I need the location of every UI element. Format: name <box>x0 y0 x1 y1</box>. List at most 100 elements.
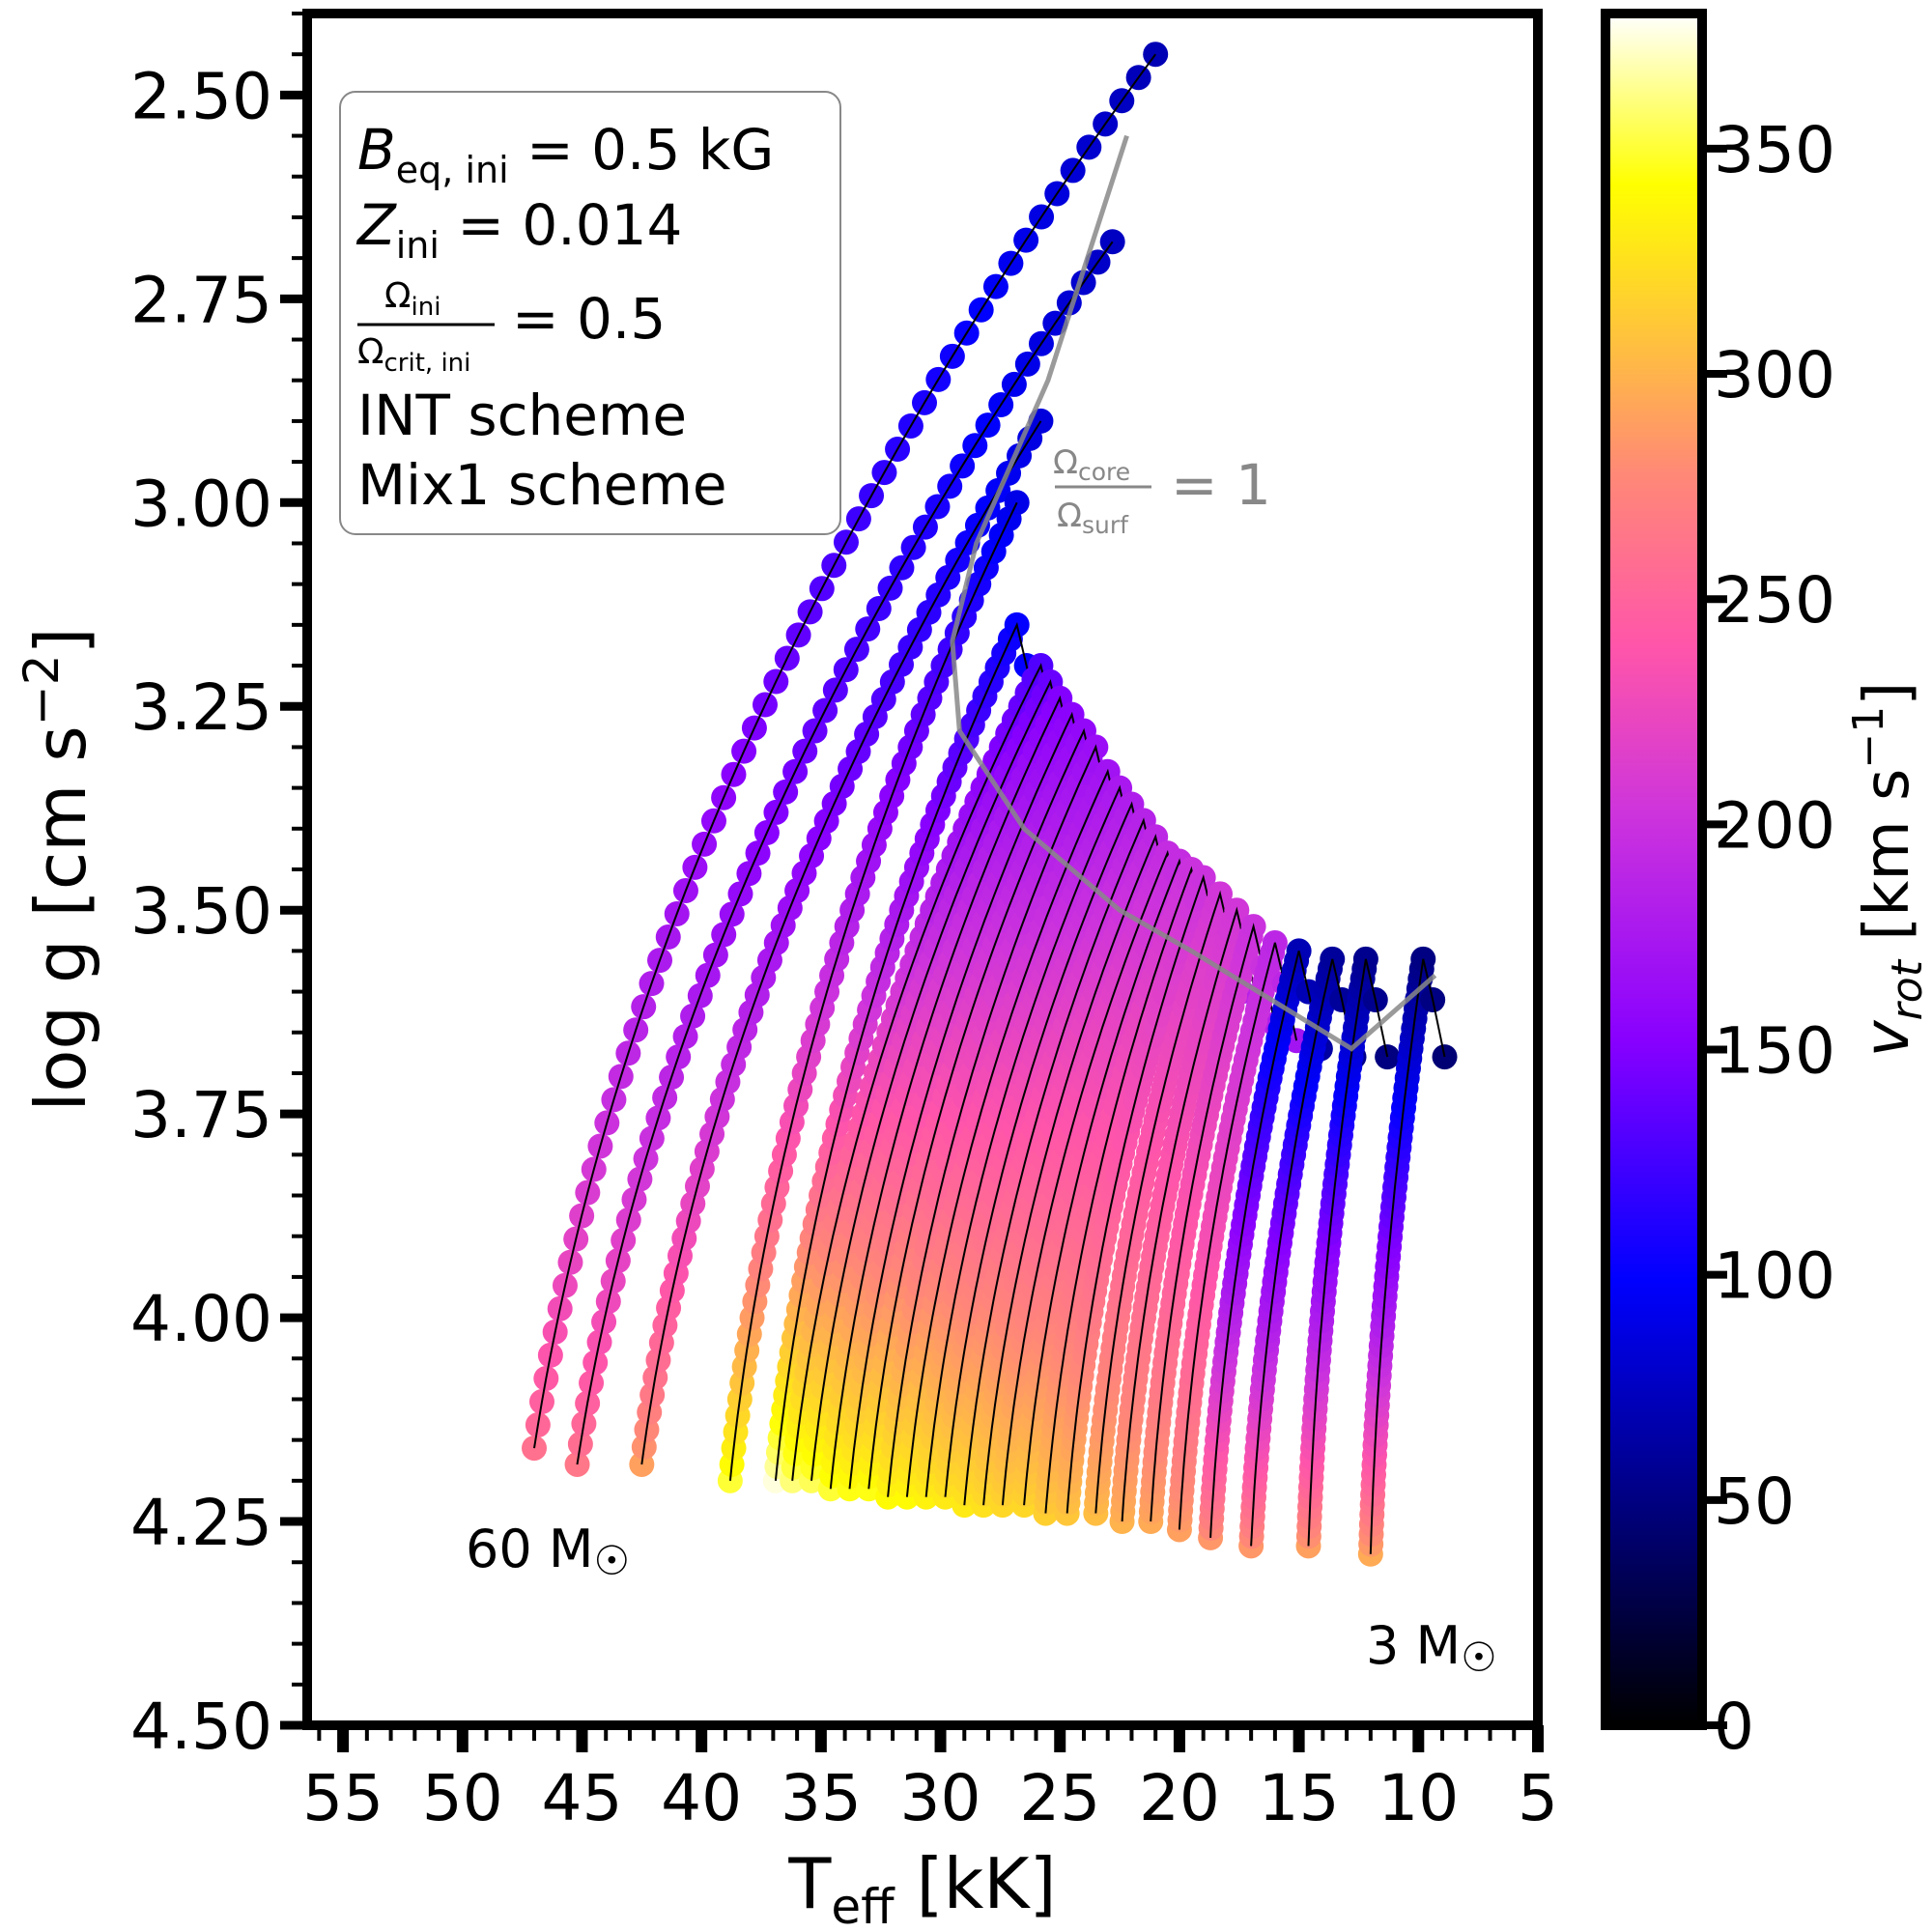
y-tick-label: 3.50 <box>130 874 272 949</box>
y-tick-label: 2.75 <box>130 263 272 337</box>
y-axis-label-end: ] <box>20 627 101 654</box>
info-z-val: = 0.014 <box>440 192 683 258</box>
omega-ratio-val: = 1 <box>1171 452 1271 518</box>
info-frac-num: Ωini <box>384 276 440 322</box>
y-tick-label: 4.00 <box>130 1282 272 1356</box>
colorbar-tick-label: 350 <box>1714 113 1835 187</box>
track-centerline <box>533 53 1157 1449</box>
y-tick-label: 2.50 <box>130 59 272 133</box>
omega-ratio-num: Ωcore <box>1053 443 1130 486</box>
colorbar-tick-label: 100 <box>1714 1239 1835 1314</box>
mass-track <box>1109 897 1271 1535</box>
colorbar-label-end: ] <box>1852 682 1923 706</box>
mass-track <box>1138 914 1288 1535</box>
info-frac-den: Ωcrit, ini <box>357 332 470 378</box>
track-centerline <box>867 727 1107 1490</box>
track-centerline <box>728 501 1018 1482</box>
x-tick-label: 25 <box>1019 1761 1100 1835</box>
mass-track <box>1083 881 1255 1526</box>
info-b-val: = 0.5 kG <box>509 117 775 183</box>
colorbar-tick-label: 50 <box>1714 1464 1795 1539</box>
track-centerline <box>963 817 1167 1506</box>
info-line-z: Zini = 0.014 <box>355 192 682 267</box>
mass-track <box>522 42 1169 1462</box>
track-centerline <box>1023 858 1203 1506</box>
mass-label-60: 60 M☉ <box>466 1519 630 1584</box>
track-centerline <box>1094 890 1243 1514</box>
omega-ratio-line <box>950 134 1437 1052</box>
x-tick-label: 5 <box>1518 1761 1558 1835</box>
mass-track <box>932 791 1166 1510</box>
track-centerline <box>848 711 1094 1490</box>
x-tick-label: 15 <box>1259 1761 1340 1835</box>
x-axis-ticks: 55 50 45 40 35 30 25 20 15 10 5 <box>302 1725 1558 1835</box>
y-tick-label: 3.25 <box>130 670 272 745</box>
mass-track <box>564 229 1125 1477</box>
colorbar-label-main: v <box>1852 1019 1923 1057</box>
colorbar-tick-label: 300 <box>1714 338 1835 412</box>
track-centerline <box>1150 923 1276 1522</box>
colorbar-label-sup: −1 <box>1844 706 1893 769</box>
mass-track <box>1054 865 1237 1526</box>
mass-track <box>1238 946 1367 1559</box>
track-centerline <box>982 833 1179 1506</box>
omega-ratio-den: Ωsurf <box>1057 497 1129 539</box>
x-tick-label: 55 <box>302 1761 384 1835</box>
y-axis-ticks: 2.50 2.75 3.00 3.25 3.50 3.75 4.00 4.25 4.50 <box>130 12 307 1764</box>
track-centerline <box>944 801 1154 1497</box>
colorbar: 0 50 100 150 200 250 300 350 vrot [km s−1] <box>1601 9 1932 1764</box>
info-b-sub: eq, ini <box>396 149 509 191</box>
x-tick-label: 45 <box>541 1761 622 1835</box>
omega-ratio-line-layer <box>950 134 1437 1052</box>
x-axis-label-main: T <box>787 1843 832 1924</box>
info-line-b: Beq, ini = 0.5 kG <box>357 117 774 191</box>
colorbar-label-sub: rot <box>1883 958 1932 1020</box>
x-tick-label: 10 <box>1378 1761 1459 1835</box>
x-axis-label: Teff [kK] <box>787 1843 1056 1932</box>
track-centerline <box>791 663 1064 1482</box>
track-centerline <box>1250 958 1355 1547</box>
track-point <box>522 1435 548 1462</box>
track-centerline <box>1044 866 1214 1514</box>
parameter-info-box: Beq, ini = 0.5 kG Zini = 0.014 Ωini Ωcri… <box>339 91 841 535</box>
track-centerline <box>1001 849 1190 1506</box>
y-tick-label: 4.50 <box>130 1690 272 1764</box>
info-box-frame <box>339 91 841 535</box>
track-centerline <box>924 784 1143 1497</box>
x-tick-label: 20 <box>1139 1761 1220 1835</box>
mass-label-3: 3 M☉ <box>1366 1615 1497 1681</box>
info-frac-val: = 0.5 <box>512 286 666 352</box>
track-point <box>1004 490 1030 516</box>
x-tick-label: 35 <box>781 1761 862 1835</box>
info-line-mix: Mix1 scheme <box>357 452 727 518</box>
track-centerline <box>1369 958 1446 1554</box>
track-centerline <box>1209 951 1321 1538</box>
track-centerline <box>1065 873 1226 1514</box>
colorbar-ticks: 0 50 100 150 200 250 300 350 <box>1702 113 1835 1764</box>
track-centerline <box>1121 906 1260 1522</box>
track-centerline <box>576 241 1114 1465</box>
mass-track <box>1011 848 1214 1519</box>
track-point <box>1099 229 1125 255</box>
colorbar-tick-label: 150 <box>1714 1014 1835 1089</box>
y-tick-label: 4.25 <box>130 1486 272 1560</box>
info-z-var: Z <box>355 192 397 258</box>
y-axis-label: log g [cm s−2] <box>14 627 101 1111</box>
colorbar-tick-label: 0 <box>1714 1690 1754 1764</box>
mass-track <box>1198 938 1333 1550</box>
track-centerline <box>1307 958 1389 1547</box>
mass-track <box>717 490 1030 1493</box>
mass-track <box>817 685 1094 1502</box>
info-line-int: INT scheme <box>357 383 687 448</box>
track-centerline <box>640 420 1042 1465</box>
colorbar-tick-label: 250 <box>1714 563 1835 638</box>
colorbar-label: vrot [km s−1] <box>1844 682 1932 1057</box>
track-centerline <box>905 768 1130 1497</box>
mass-track <box>780 653 1075 1493</box>
omega-ratio-annotation: Ωcore Ωsurf = 1 <box>1053 443 1271 539</box>
mass-track <box>1357 946 1458 1567</box>
colorbar-gradient <box>1601 9 1707 1730</box>
mass-track <box>1295 946 1401 1559</box>
mass-track <box>1166 929 1310 1543</box>
